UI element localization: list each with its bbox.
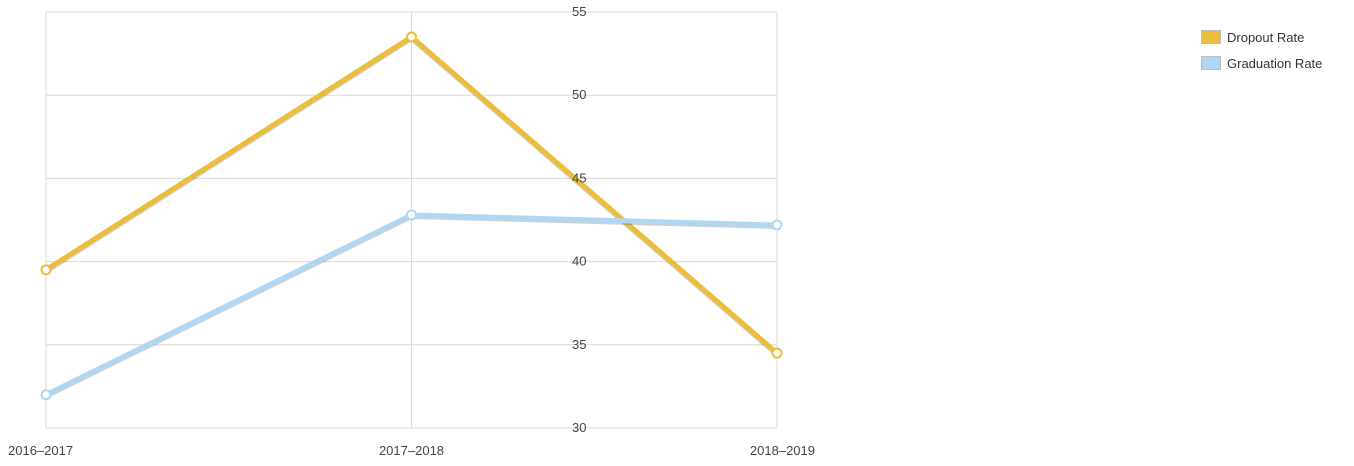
y-tick-label-45: 45: [572, 170, 586, 185]
data-point-dropout-rate-1: [406, 31, 417, 43]
y-tick-label-50: 50: [572, 87, 586, 102]
legend-item-graduation-rate[interactable]: Graduation Rate: [1201, 52, 1322, 74]
data-point-dropout-rate-0: [40, 264, 52, 276]
x-tick-label-2: 2018–2019: [750, 443, 815, 458]
data-point-graduation-rate-2: [771, 219, 783, 231]
data-point-graduation-rate-1: [406, 209, 417, 221]
legend-swatch-graduation-rate: [1201, 56, 1221, 70]
data-point-dropout-rate-2: [771, 347, 783, 359]
tick-layer: 30 35 40 45 50 55 2016–2017 2017–2018 2018–2019: [8, 4, 815, 458]
legend-label-dropout-rate: Dropout Rate: [1227, 29, 1305, 45]
legend-swatch-dropout-rate: [1201, 30, 1221, 44]
legend-label-graduation-rate: Graduation Rate: [1227, 55, 1323, 71]
y-tick-label-55: 55: [572, 4, 586, 19]
data-point-graduation-rate-0: [40, 389, 52, 401]
y-tick-label-40: 40: [572, 254, 586, 269]
series-layer: [40, 31, 783, 401]
x-tick-label-0: 2016–2017: [8, 443, 73, 458]
y-tick-label-30: 30: [572, 420, 586, 435]
legend-item-dropout-rate[interactable]: Dropout Rate: [1201, 26, 1322, 48]
y-tick-label-35: 35: [572, 337, 586, 352]
legend: Dropout Rate Graduation Rate: [1201, 26, 1322, 78]
x-tick-label-1: 2017–2018: [379, 443, 444, 458]
